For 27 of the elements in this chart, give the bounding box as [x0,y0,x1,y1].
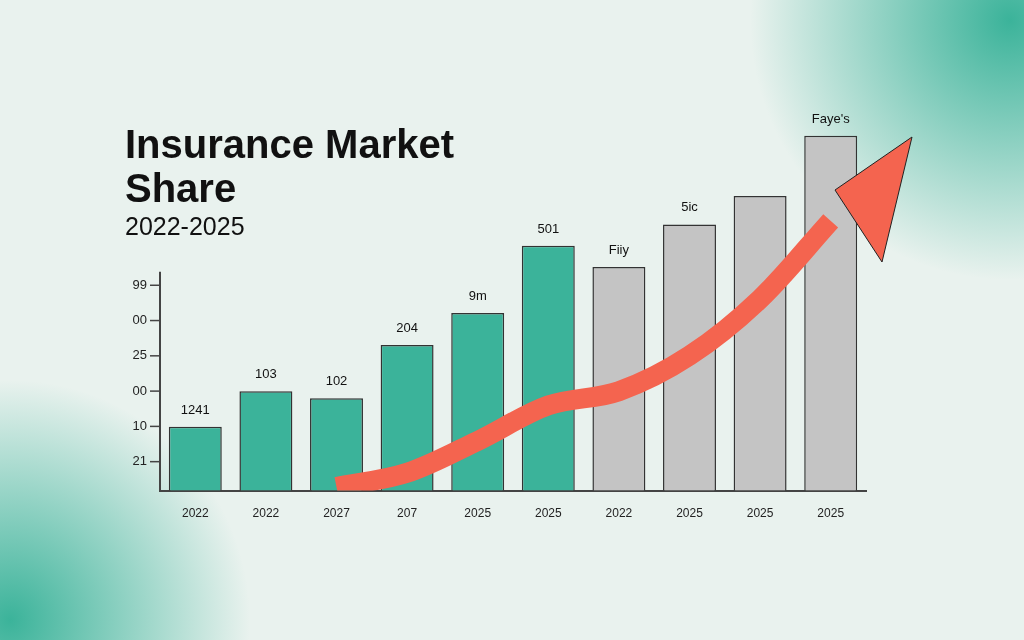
text: 21 [132,453,147,469]
text: Faye's [811,110,851,126]
x-tick-label: 2022 [605,506,633,521]
annotation: 204 [396,320,418,336]
x-tick-label: 2025 [746,506,774,521]
annotation: 501 [537,220,560,236]
annotation: 103 [255,366,277,382]
x-tick-label: 2025 [676,506,704,521]
x-tick-label: 2022 [181,506,209,521]
x-tick-label: 2027 [323,506,351,521]
text: 00 [132,382,147,398]
text: 99 [132,276,147,292]
x-tick-label: 2025 [817,506,845,521]
x-tick-label: 2025 [464,506,492,521]
chart-title: Insurance Market Share [125,122,455,210]
annotation: 1241 [180,401,210,417]
text: 25 [132,347,147,363]
text: 00 [132,312,147,328]
annotation: 102 [325,373,348,389]
annotation: 5ic [681,199,699,215]
x-tick-label: 2022 [252,506,280,521]
x-tick-label: 2025 [534,506,562,521]
text: 2022-2025 [125,212,245,241]
x-tick-label: 207 [397,506,418,521]
annotation: 9m [468,288,487,304]
annotation: Fiiy [608,242,630,258]
text: 10 [132,417,147,433]
